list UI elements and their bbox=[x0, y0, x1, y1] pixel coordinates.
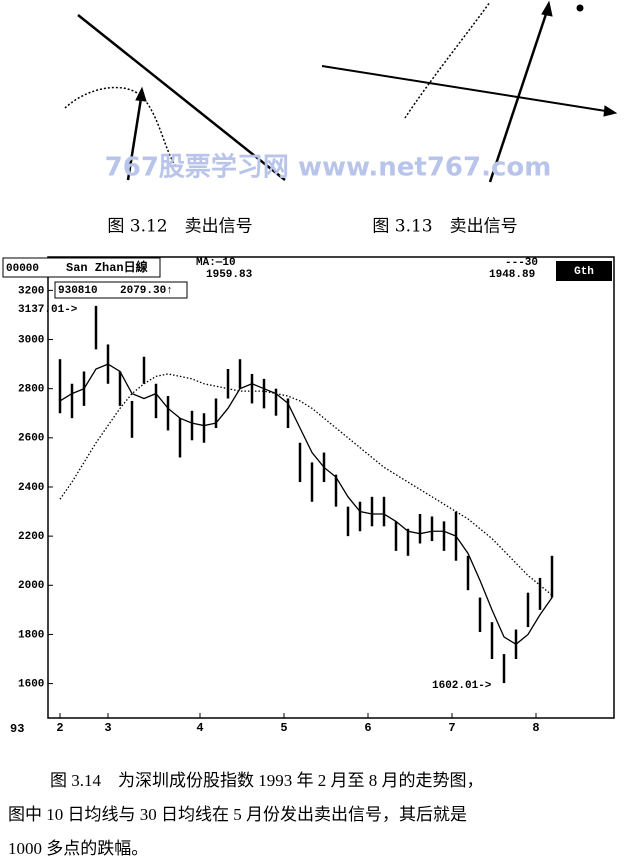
y-tick-label: 2000 bbox=[18, 580, 44, 592]
trend-line bbox=[77, 14, 286, 181]
header-box bbox=[2, 257, 161, 278]
price-line bbox=[126, 91, 144, 181]
ma10-label: MA:—10 bbox=[196, 257, 236, 269]
x-tick-label: 5 bbox=[280, 721, 287, 735]
arrow-head bbox=[603, 105, 618, 117]
ma30-label: ---30 bbox=[505, 257, 538, 269]
x-tick-label: 2 bbox=[56, 721, 63, 735]
y-tick-label: 2400 bbox=[18, 482, 44, 494]
y-tick-label: 3000 bbox=[18, 334, 44, 346]
ma-line bbox=[59, 363, 553, 646]
info-box bbox=[54, 281, 188, 299]
index-name: San Zhan日線 bbox=[66, 259, 148, 275]
caption-line: 图中 10 日均线与 30 日均线在 5 月份发出卖出信号，其后就是 bbox=[8, 805, 467, 824]
price-line bbox=[488, 7, 550, 183]
annotation: 1602.01-> bbox=[432, 680, 492, 692]
annotation: 3137.01-> bbox=[18, 304, 78, 316]
caption-line: 1000 多点的跌幅。 bbox=[8, 839, 149, 858]
caption: 图 3.13 卖出信号 bbox=[372, 217, 517, 237]
x-tick-label: 4 bbox=[196, 721, 203, 735]
x-tick-label: 6 bbox=[364, 721, 371, 735]
corner-label: Gth bbox=[574, 266, 594, 278]
diagram-3-12 bbox=[64, 14, 286, 181]
arrow-head bbox=[541, 0, 553, 17]
caption: 图 3.12 卖出信号 bbox=[107, 217, 252, 237]
y-tick-label: 2600 bbox=[18, 433, 44, 445]
diagram-3-13 bbox=[321, 0, 618, 183]
arrow-head bbox=[135, 86, 147, 102]
ma-line bbox=[59, 373, 553, 596]
ma30-value: 1948.89 bbox=[489, 269, 535, 281]
y-tick-label: 1800 bbox=[18, 629, 44, 641]
caption-line: 图 3.14 为深圳成份股指数 1993 年 2 月至 8 月的走势图， bbox=[50, 771, 484, 790]
code: 00000 bbox=[6, 263, 39, 275]
watermark: 767股票学习网 www.net767.com bbox=[105, 152, 552, 183]
corner-box bbox=[556, 261, 612, 281]
date: 930810 bbox=[58, 285, 98, 297]
ma-curve bbox=[404, 1, 491, 119]
ma10-value: 1959.83 bbox=[206, 269, 253, 281]
x-tick-label: 7 bbox=[448, 721, 455, 735]
y-tick-label: 2200 bbox=[18, 531, 44, 543]
trend-line bbox=[321, 65, 613, 113]
last: 2079.30↑ bbox=[120, 285, 173, 297]
dot bbox=[576, 4, 584, 12]
y-tick-label: 3200 bbox=[18, 285, 44, 297]
y-tick-label: 1600 bbox=[18, 678, 44, 690]
y-tick-label: 2800 bbox=[18, 384, 44, 396]
year-label: 93 bbox=[10, 722, 24, 736]
x-tick-label: 3 bbox=[104, 721, 111, 735]
plot-frame bbox=[47, 256, 615, 719]
x-tick-label: 8 bbox=[532, 721, 539, 735]
